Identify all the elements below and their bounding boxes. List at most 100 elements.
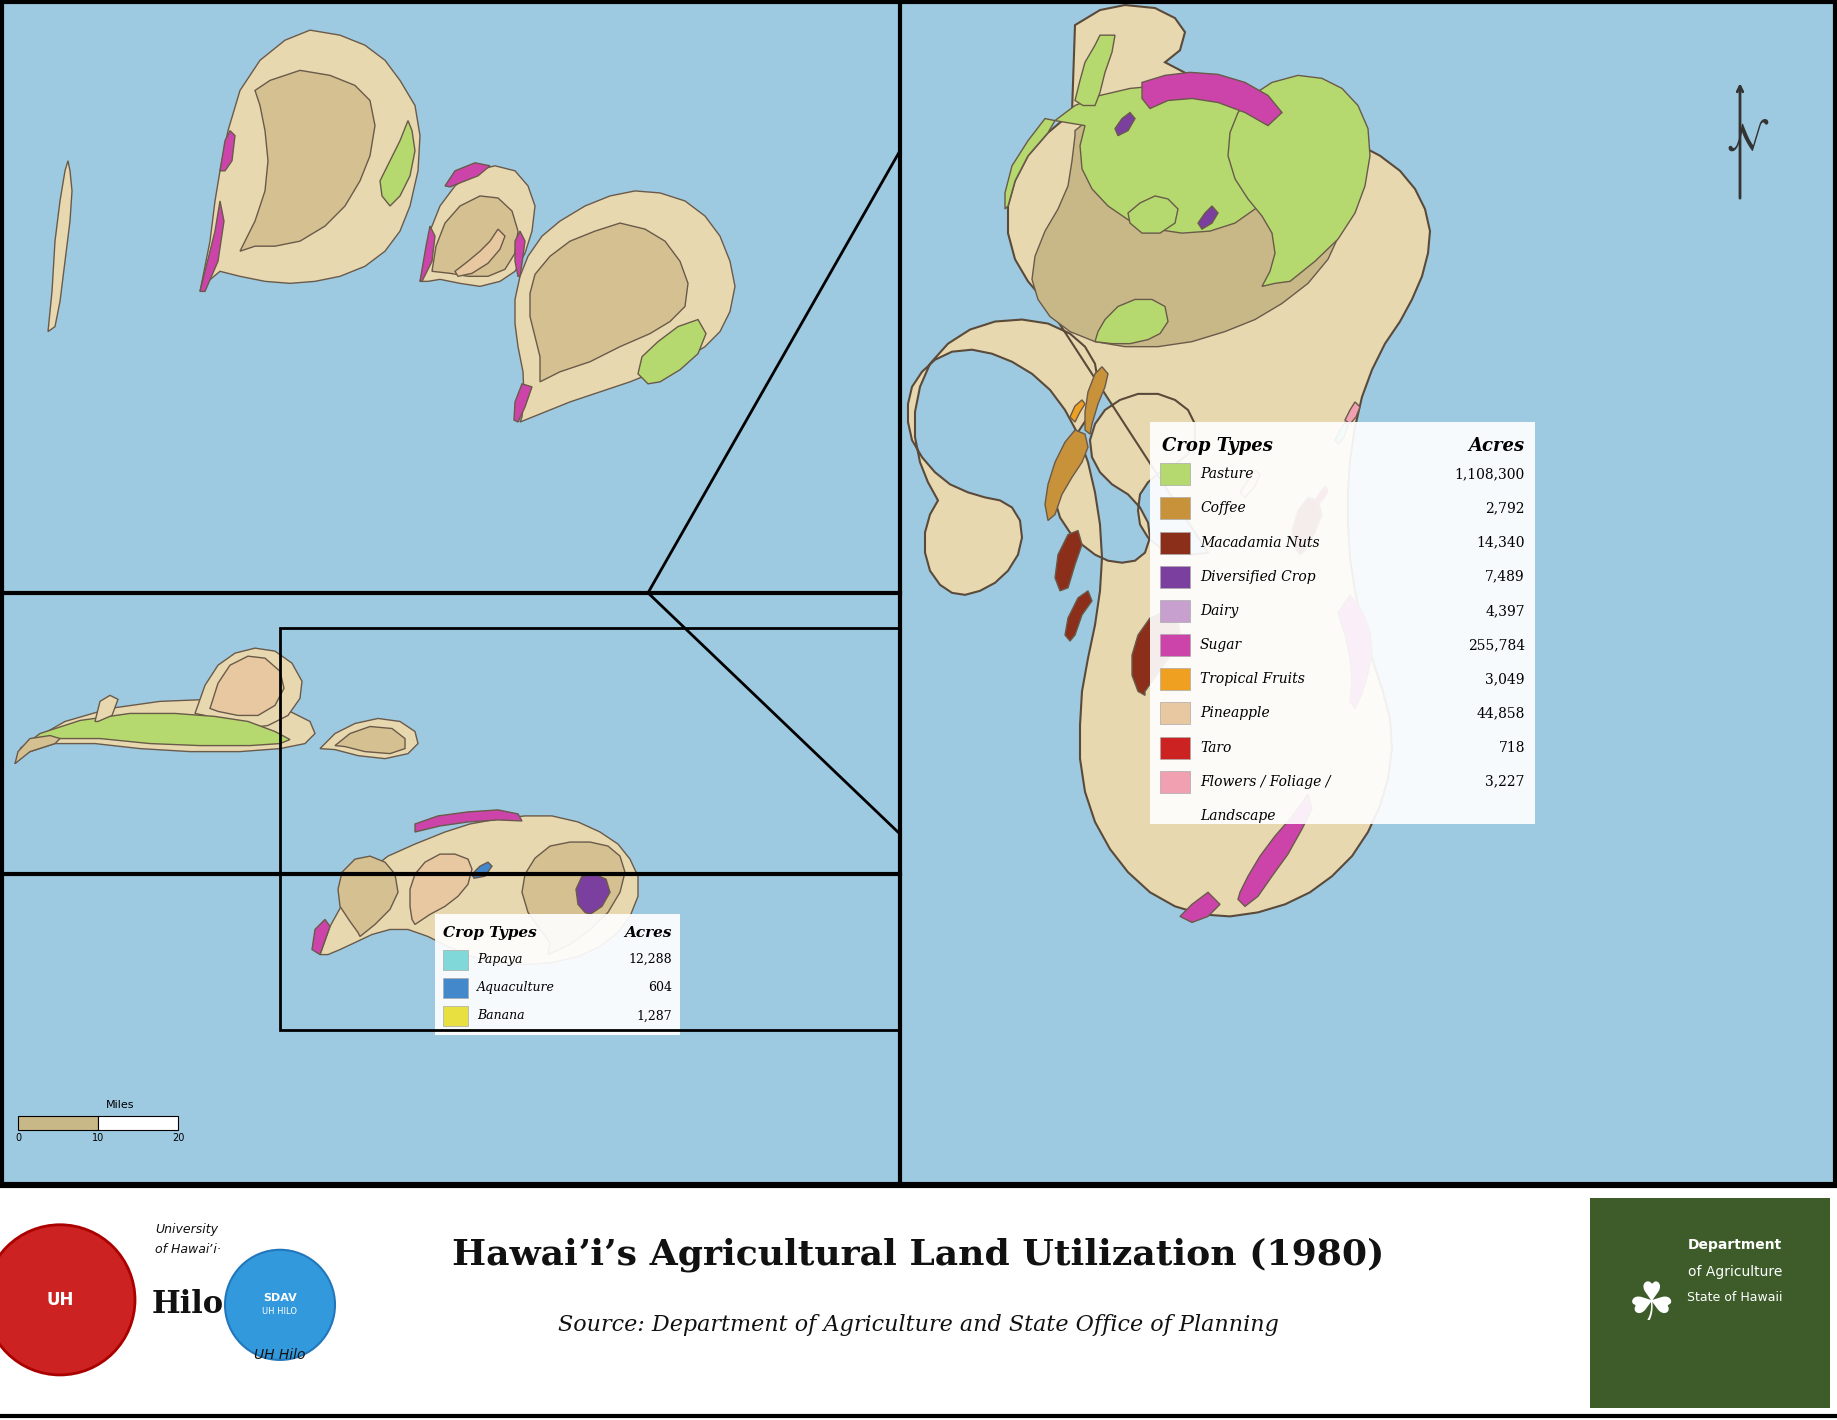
Polygon shape	[15, 736, 61, 764]
Bar	[279, 628, 900, 1030]
Text: UH: UH	[46, 1291, 73, 1309]
Polygon shape	[1054, 85, 1282, 233]
Polygon shape	[1054, 531, 1082, 591]
Text: 7,489: 7,489	[1486, 569, 1525, 584]
Polygon shape	[907, 6, 1429, 916]
Text: Hilo: Hilo	[152, 1289, 224, 1321]
Polygon shape	[1065, 591, 1091, 640]
Text: Crop Types: Crop Types	[1163, 437, 1273, 454]
Polygon shape	[241, 71, 375, 251]
Text: Hawaiʼi’s Agricultural Land Utilization (1980): Hawaiʼi’s Agricultural Land Utilization …	[452, 1237, 1385, 1272]
Polygon shape	[514, 383, 533, 422]
Text: SDAV: SDAV	[263, 1292, 298, 1302]
Text: Dairy: Dairy	[1200, 604, 1238, 618]
Text: Department: Department	[1688, 1238, 1782, 1252]
Text: Landscape: Landscape	[1200, 809, 1275, 824]
Polygon shape	[20, 713, 290, 748]
Polygon shape	[1345, 402, 1359, 425]
Text: Pineapple: Pineapple	[1200, 706, 1269, 720]
Polygon shape	[1005, 118, 1054, 209]
Polygon shape	[320, 719, 419, 758]
Text: 604: 604	[648, 981, 672, 994]
Bar	[1591, 1197, 1830, 1409]
Text: Macadamia Nuts: Macadamia Nuts	[1200, 535, 1319, 550]
Text: 20: 20	[173, 1133, 184, 1143]
Polygon shape	[1179, 892, 1220, 923]
Bar	[435, 914, 680, 1035]
Text: State of Hawaii: State of Hawaii	[1686, 1291, 1782, 1305]
Polygon shape	[456, 229, 505, 277]
Bar	[97, 1116, 178, 1130]
Polygon shape	[1198, 206, 1218, 229]
Bar	[1159, 531, 1190, 554]
Polygon shape	[1075, 36, 1115, 105]
Bar	[1159, 599, 1190, 622]
Text: 14,340: 14,340	[1477, 535, 1525, 550]
Polygon shape	[1315, 486, 1328, 504]
Polygon shape	[522, 842, 625, 954]
Polygon shape	[1238, 794, 1312, 906]
Text: of Agriculture: of Agriculture	[1688, 1265, 1782, 1279]
Polygon shape	[1291, 497, 1323, 555]
Text: 1,108,300: 1,108,300	[1455, 467, 1525, 481]
Polygon shape	[220, 131, 235, 170]
Bar	[1159, 771, 1190, 792]
Text: Acres: Acres	[1470, 437, 1525, 454]
Polygon shape	[1227, 75, 1370, 287]
Bar	[1159, 463, 1190, 486]
Polygon shape	[380, 121, 415, 206]
Polygon shape	[1143, 72, 1282, 125]
Polygon shape	[577, 875, 610, 914]
Text: 3,227: 3,227	[1486, 775, 1525, 788]
Text: Sugar: Sugar	[1200, 638, 1242, 652]
Polygon shape	[421, 226, 435, 281]
Text: Source: Department of Agriculture and State Office of Planning: Source: Department of Agriculture and St…	[558, 1314, 1279, 1336]
Text: University: University	[154, 1223, 219, 1237]
Polygon shape	[334, 727, 404, 754]
Text: 2,792: 2,792	[1486, 501, 1525, 515]
Polygon shape	[1240, 470, 1260, 497]
Bar	[1150, 422, 1536, 824]
Polygon shape	[200, 30, 421, 291]
Bar	[1159, 737, 1190, 758]
Polygon shape	[514, 231, 525, 277]
Text: Miles: Miles	[107, 1100, 134, 1110]
Polygon shape	[200, 202, 224, 291]
Text: UH Hilo: UH Hilo	[254, 1348, 305, 1362]
Text: Aquaculture: Aquaculture	[478, 981, 555, 994]
Polygon shape	[1086, 366, 1108, 435]
Text: 12,288: 12,288	[628, 953, 672, 966]
Bar	[1159, 635, 1190, 656]
Polygon shape	[48, 160, 72, 332]
Bar	[443, 1005, 468, 1025]
Polygon shape	[1335, 422, 1348, 444]
Text: 0: 0	[15, 1133, 20, 1143]
Polygon shape	[320, 816, 637, 964]
Text: Tropical Fruits: Tropical Fruits	[1200, 672, 1304, 686]
Bar	[443, 978, 468, 998]
Text: of Hawaiʼi·: of Hawaiʼi·	[154, 1244, 220, 1257]
Text: 255,784: 255,784	[1468, 638, 1525, 652]
Bar	[443, 950, 468, 970]
Text: UH HILO: UH HILO	[263, 1308, 298, 1316]
Polygon shape	[338, 856, 399, 937]
Circle shape	[224, 1250, 334, 1360]
Bar	[1159, 497, 1190, 520]
Polygon shape	[96, 696, 118, 721]
Polygon shape	[312, 919, 331, 954]
Text: Papaya: Papaya	[478, 953, 522, 966]
Text: Acres: Acres	[625, 926, 672, 940]
Text: Crop Types: Crop Types	[443, 926, 536, 940]
Text: 718: 718	[1499, 741, 1525, 754]
Text: 1,287: 1,287	[636, 1010, 672, 1022]
Polygon shape	[637, 320, 705, 383]
Polygon shape	[432, 196, 518, 277]
Polygon shape	[15, 700, 314, 764]
Polygon shape	[415, 809, 522, 832]
Text: 3,049: 3,049	[1486, 672, 1525, 686]
Text: Diversified Crop: Diversified Crop	[1200, 569, 1315, 584]
Text: 10: 10	[92, 1133, 105, 1143]
Polygon shape	[195, 648, 301, 728]
Text: $\mathcal{N}$: $\mathcal{N}$	[1727, 119, 1769, 158]
Polygon shape	[445, 163, 490, 187]
